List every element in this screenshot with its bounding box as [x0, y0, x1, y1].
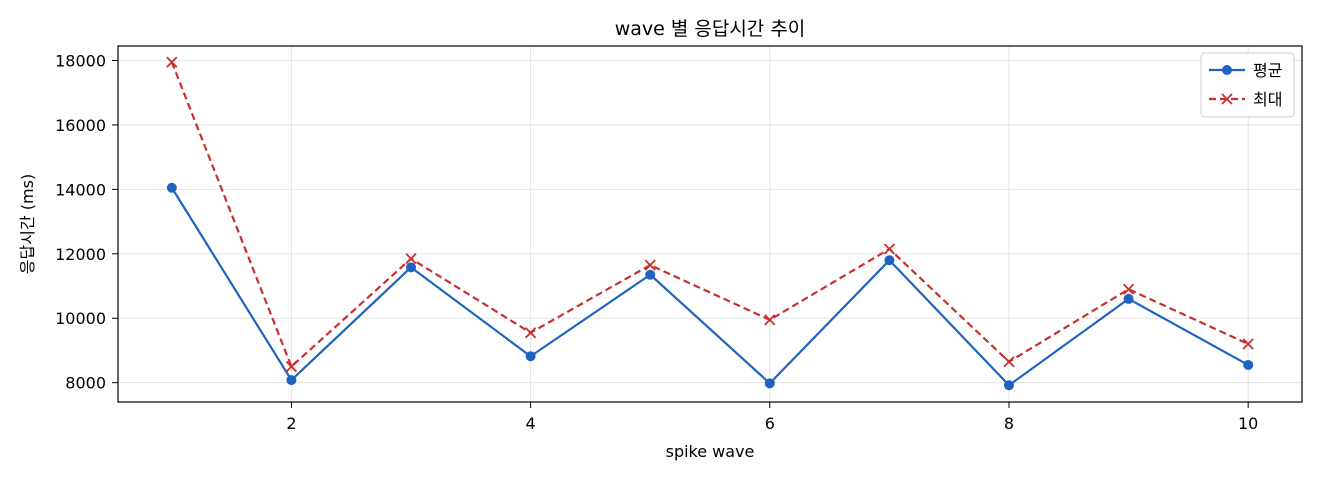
x-axis-label: spike wave — [666, 442, 755, 461]
data-point — [883, 243, 896, 255]
data-point — [286, 375, 297, 386]
y-tick-label: 10000 — [55, 309, 106, 328]
data-point — [1122, 283, 1135, 295]
legend-label: 최대 — [1253, 90, 1282, 109]
data-point — [884, 255, 895, 266]
x-tick-label: 8 — [1004, 414, 1014, 433]
data-point — [285, 360, 298, 373]
data-point — [1243, 359, 1254, 370]
y-tick-label: 18000 — [55, 51, 106, 70]
data-point — [166, 182, 177, 193]
data-point — [1003, 356, 1015, 368]
plot-frame — [117, 45, 1303, 403]
x-tick-label: 4 — [526, 414, 536, 433]
grid-layer — [118, 46, 1302, 402]
data-point — [645, 269, 656, 280]
y-tick-label: 14000 — [55, 180, 106, 199]
y-axis-label: 응답시간 (ms) — [18, 174, 37, 274]
data-point — [1123, 293, 1134, 304]
data-point — [1003, 380, 1014, 391]
data-point — [405, 252, 417, 265]
tick-layer: 2 4 6 8 10 8000 10000 12000 14000 16000 18000 — [55, 51, 1258, 433]
data-point — [764, 314, 776, 326]
data-point — [764, 378, 775, 389]
series-line — [170, 187, 1249, 387]
y-tick-label: 12000 — [55, 245, 106, 264]
chart-title: wave 별 응답시간 추이 — [615, 18, 806, 40]
legend-marker — [1221, 93, 1233, 105]
series-line — [170, 61, 1249, 368]
data-point — [166, 56, 178, 68]
data-point — [1242, 338, 1254, 350]
series-2 — [166, 56, 1254, 373]
series-1 — [166, 182, 1254, 391]
data-point — [644, 259, 656, 271]
y-tick-label: 16000 — [55, 116, 106, 135]
x-tick-label: 2 — [286, 414, 296, 433]
legend-marker — [1222, 65, 1232, 75]
data-point — [406, 262, 417, 273]
x-tick-label: 10 — [1238, 414, 1258, 433]
y-tick-label: 8000 — [65, 374, 106, 393]
x-tick-label: 6 — [765, 414, 775, 433]
series-layer — [166, 56, 1254, 391]
legend-label: 평균 — [1253, 61, 1282, 80]
data-point — [524, 327, 537, 339]
data-point — [525, 351, 536, 362]
